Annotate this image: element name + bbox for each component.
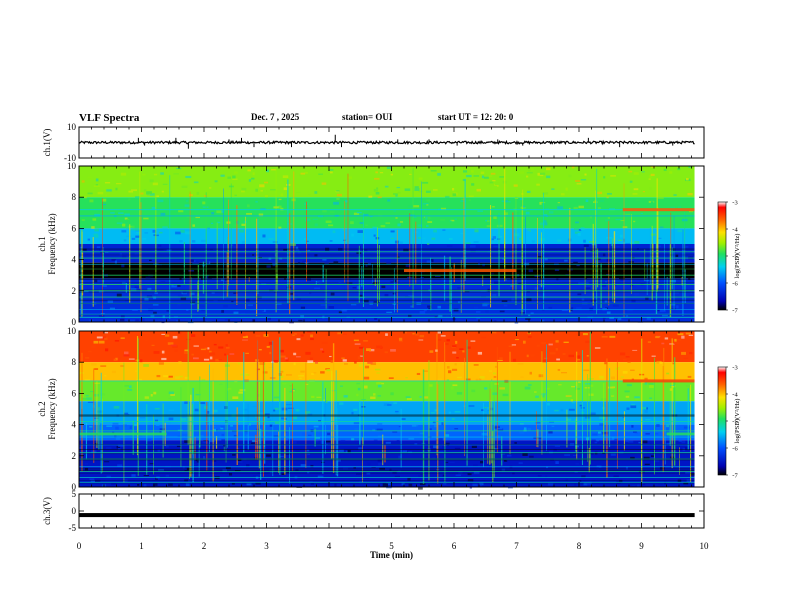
x-tick-label: 6 <box>452 541 457 551</box>
colorbar-tick-label: -7 <box>732 473 738 480</box>
colorbar-scale <box>717 366 727 476</box>
colorbar-ch.1: -3 -4 -5 -6 -7 log(PSD)(V²/Hz) <box>717 200 741 315</box>
y-tick-label: 4 <box>72 420 77 430</box>
x-tick-label: 0 <box>77 541 82 551</box>
spectral-band <box>79 244 695 263</box>
spectral-band <box>79 228 695 244</box>
y-axis-label: Frequency (kHz) <box>47 378 57 439</box>
colorbar-tick-label: -3 <box>732 200 737 207</box>
spectral-feature <box>622 379 695 383</box>
y-tick-label: 10 <box>67 161 77 171</box>
x-axis-title: Time (min) <box>370 550 413 560</box>
spectral-texture <box>79 166 695 324</box>
y-tick-label: 2 <box>72 286 77 296</box>
waveform-trace <box>79 513 695 518</box>
colorbar-tick-label: -5 <box>732 254 737 261</box>
y-tick-label: 8 <box>72 192 77 202</box>
x-tick-label: 5 <box>389 541 394 551</box>
y-tick-label: 5 <box>72 489 77 499</box>
x-tick-label: 10 <box>700 541 710 551</box>
colorbar-tick-label: -4 <box>732 392 738 399</box>
panel-frame <box>78 493 705 529</box>
y-axis-label: ch.1 <box>37 236 47 251</box>
waveform-trace <box>78 139 695 146</box>
narrowband-tones <box>79 380 695 484</box>
colorbar-label: log(PSD)(V²/Hz) <box>734 399 741 444</box>
colorbar-tick-label: -6 <box>732 446 738 453</box>
colorbar-ch.2: -3 -4 -5 -6 -7 log(PSD)(V²/Hz) <box>717 365 741 480</box>
panel-ch1-waveform <box>78 134 695 149</box>
x-tick-label: 8 <box>577 541 582 551</box>
spectral-band <box>79 401 695 425</box>
colorbar-tick-label: -7 <box>732 308 738 315</box>
y-tick-label: 10 <box>67 326 77 336</box>
spectral-band <box>79 262 695 279</box>
y-axis-ch1-spectrogram: 0 2 4 6 8 10 <box>67 161 704 327</box>
x-ticks-ch1-spectrogram <box>78 166 705 322</box>
panel-ch2-spectrogram <box>79 331 704 490</box>
y-tick-label: 8 <box>72 357 77 367</box>
no-data-strip <box>694 166 704 322</box>
spectral-band <box>79 424 695 441</box>
start-time-label: start UT = 12: 20: 0 <box>438 112 514 122</box>
spectral-band <box>79 440 695 487</box>
y-axis-label: Frequency (kHz) <box>47 213 57 274</box>
narrowband-tones <box>79 209 695 318</box>
panel-ch1-spectrogram <box>79 166 704 324</box>
colorbar-tick-label: -5 <box>732 419 737 426</box>
spectral-feature <box>622 208 695 212</box>
spectral-feature <box>666 432 695 436</box>
date-label: Dec. 7 , 2025 <box>251 112 300 122</box>
x-tick-label: 2 <box>202 541 207 551</box>
chart-title: VLF Spectra <box>79 112 140 124</box>
station-label: station= OUI <box>342 112 393 122</box>
y-tick-label: 6 <box>72 388 77 398</box>
colorbar-tick-label: -4 <box>732 227 738 234</box>
y-tick-label: 0 <box>72 317 77 327</box>
y-tick-label: 2 <box>72 451 77 461</box>
colorbar-tick-label: -6 <box>732 281 738 288</box>
y-tick-label: 0 <box>72 482 77 492</box>
y-tick-label: 0 <box>72 506 77 516</box>
x-ticks-ch1-waveform <box>78 127 705 158</box>
spectral-band <box>79 166 695 198</box>
x-ticks-ch3-waveform <box>78 494 705 528</box>
y-tick-label: 4 <box>72 255 77 265</box>
y-axis-ch3-waveform: 5 0 -5 <box>69 489 704 533</box>
y-tick-label: 6 <box>72 223 77 233</box>
waveform-ch1-waveform <box>78 134 695 149</box>
x-tick-label: 4 <box>327 541 332 551</box>
x-tick-label: 3 <box>264 541 269 551</box>
colorbar-scale <box>717 201 727 311</box>
y-axis-label: ch.2 <box>37 401 47 416</box>
spectral-feature <box>79 432 167 436</box>
y-tick-label: -5 <box>69 523 77 533</box>
x-tick-label: 9 <box>639 541 644 551</box>
y-tick-label: 10 <box>67 122 77 132</box>
x-axis-labels: 0 1 2 3 4 5 6 7 8 9 10 Time (min) <box>77 541 709 560</box>
spectral-feature <box>404 269 517 273</box>
spectral-band <box>79 380 695 402</box>
colorbar-tick-label: -3 <box>732 365 737 372</box>
y-tick-label: -10 <box>64 153 76 163</box>
x-tick-label: 1 <box>139 541 144 551</box>
y-axis-label: ch.1(V) <box>42 129 52 157</box>
colorbar-label: log(PSD)(V²/Hz) <box>734 234 741 279</box>
spectral-band <box>79 331 695 363</box>
x-tick-label: 7 <box>514 541 519 551</box>
x-ticks-ch2-spectrogram <box>78 331 705 487</box>
no-data-strip <box>694 331 704 487</box>
panel-ch3-waveform <box>79 513 695 518</box>
waveform-ch3-waveform <box>79 513 695 518</box>
y-axis-label: ch.3(V) <box>42 497 52 525</box>
